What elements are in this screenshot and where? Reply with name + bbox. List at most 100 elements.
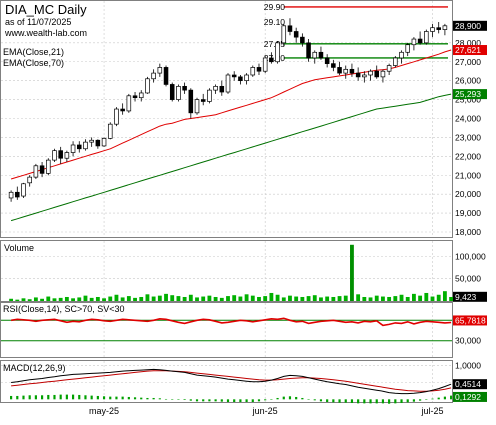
volume-bar[interactable]: [449, 296, 454, 301]
candle[interactable]: [293, 31, 299, 38]
volume-bar[interactable]: [182, 296, 187, 301]
volume-bar[interactable]: [126, 296, 131, 301]
volume-bar[interactable]: [27, 299, 32, 301]
candle[interactable]: [355, 72, 361, 78]
candle[interactable]: [300, 36, 305, 44]
candle[interactable]: [374, 70, 380, 78]
volume-panel[interactable]: [0, 240, 453, 302]
volume-bar[interactable]: [52, 298, 57, 301]
volume-bar[interactable]: [201, 296, 206, 301]
volume-bar[interactable]: [393, 296, 398, 301]
volume-bar[interactable]: [399, 294, 404, 301]
volume-bar[interactable]: [58, 297, 63, 301]
candle[interactable]: [120, 108, 125, 112]
volume-bar[interactable]: [157, 295, 162, 301]
candle[interactable]: [312, 51, 318, 59]
volume-bar[interactable]: [151, 296, 156, 301]
candle[interactable]: [107, 123, 113, 139]
volume-bar[interactable]: [442, 291, 447, 301]
volume-bar[interactable]: [343, 295, 348, 301]
volume-bar[interactable]: [64, 296, 69, 301]
candle[interactable]: [52, 150, 57, 161]
candle[interactable]: [39, 165, 45, 174]
candle[interactable]: [83, 141, 88, 150]
candle[interactable]: [337, 67, 342, 74]
candle[interactable]: [219, 85, 225, 93]
volume-bar[interactable]: [312, 295, 317, 301]
volume-bar[interactable]: [238, 296, 243, 301]
candle[interactable]: [244, 74, 249, 82]
candle[interactable]: [46, 159, 51, 174]
candle[interactable]: [399, 51, 404, 59]
volume-bar[interactable]: [381, 296, 385, 301]
volume-bar[interactable]: [15, 299, 20, 301]
volume-bar[interactable]: [319, 297, 323, 301]
volume-bar[interactable]: [219, 297, 224, 301]
volume-bar[interactable]: [275, 294, 280, 301]
volume-bar[interactable]: [263, 296, 268, 301]
volume-bar[interactable]: [362, 296, 367, 301]
candle[interactable]: [281, 25, 287, 44]
volume-bar[interactable]: [405, 296, 410, 301]
volume-bar[interactable]: [250, 295, 255, 301]
candle[interactable]: [430, 27, 435, 32]
volume-bar[interactable]: [21, 298, 26, 301]
candle[interactable]: [411, 38, 417, 46]
volume-bar[interactable]: [418, 295, 423, 301]
candle[interactable]: [89, 139, 94, 143]
volume-bar[interactable]: [337, 296, 342, 301]
volume-bar[interactable]: [207, 295, 212, 301]
volume-bar[interactable]: [244, 294, 249, 301]
candle[interactable]: [424, 31, 429, 44]
candle[interactable]: [393, 57, 398, 66]
candle[interactable]: [200, 99, 206, 102]
volume-bar[interactable]: [350, 244, 354, 301]
volume-bar[interactable]: [9, 298, 14, 301]
candle[interactable]: [231, 74, 237, 78]
volume-bar[interactable]: [269, 292, 274, 301]
volume-bar[interactable]: [195, 297, 199, 301]
volume-bar[interactable]: [139, 296, 144, 301]
candle[interactable]: [362, 74, 367, 78]
candle[interactable]: [343, 68, 349, 74]
volume-bar[interactable]: [300, 296, 305, 301]
candle[interactable]: [225, 74, 231, 93]
candle[interactable]: [318, 51, 324, 59]
candle[interactable]: [182, 85, 187, 91]
volume-bar[interactable]: [170, 295, 175, 301]
candle[interactable]: [151, 72, 156, 80]
candle[interactable]: [324, 57, 330, 64]
candle[interactable]: [33, 165, 39, 178]
candle[interactable]: [157, 67, 163, 74]
price-panel[interactable]: [0, 0, 453, 238]
candle[interactable]: [256, 67, 262, 72]
candle[interactable]: [145, 78, 150, 94]
candle[interactable]: [64, 152, 70, 159]
candle[interactable]: [269, 57, 274, 63]
candle[interactable]: [262, 57, 268, 72]
volume-bar[interactable]: [306, 296, 311, 301]
volume-bar[interactable]: [40, 298, 45, 301]
candle[interactable]: [194, 99, 200, 114]
volume-bar[interactable]: [257, 296, 261, 301]
rsi-panel[interactable]: [0, 302, 453, 358]
volume-bar[interactable]: [71, 298, 75, 301]
candle[interactable]: [417, 38, 423, 44]
volume-bar[interactable]: [356, 294, 361, 301]
volume-bar[interactable]: [102, 298, 106, 301]
candle[interactable]: [114, 108, 119, 125]
volume-bar[interactable]: [145, 294, 150, 301]
volume-bar[interactable]: [83, 295, 88, 301]
candle[interactable]: [101, 138, 107, 147]
volume-bar[interactable]: [232, 295, 237, 301]
volume-bar[interactable]: [114, 294, 119, 301]
volume-bar[interactable]: [120, 297, 125, 301]
candle[interactable]: [442, 25, 448, 30]
volume-bar[interactable]: [288, 295, 292, 301]
candle[interactable]: [368, 70, 373, 76]
volume-bar[interactable]: [188, 294, 193, 301]
macd-panel[interactable]: [0, 360, 453, 403]
volume-bar[interactable]: [430, 296, 435, 301]
candle[interactable]: [21, 183, 26, 197]
volume-bar[interactable]: [226, 296, 230, 301]
